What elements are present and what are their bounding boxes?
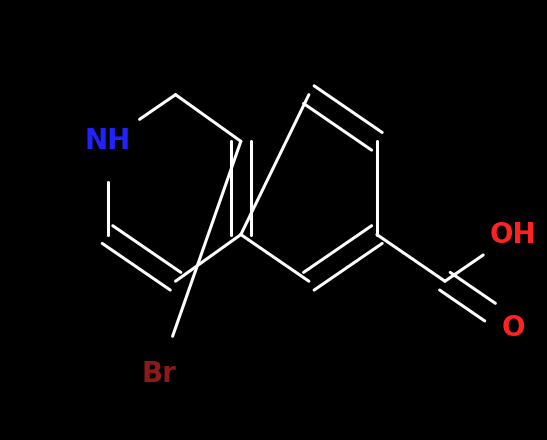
Text: OH: OH xyxy=(490,220,536,249)
Text: O: O xyxy=(501,314,525,342)
Text: NH: NH xyxy=(84,127,131,155)
Text: Br: Br xyxy=(142,360,177,389)
